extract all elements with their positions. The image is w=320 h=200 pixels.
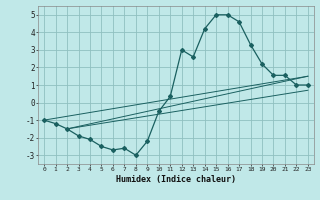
X-axis label: Humidex (Indice chaleur): Humidex (Indice chaleur) xyxy=(116,175,236,184)
